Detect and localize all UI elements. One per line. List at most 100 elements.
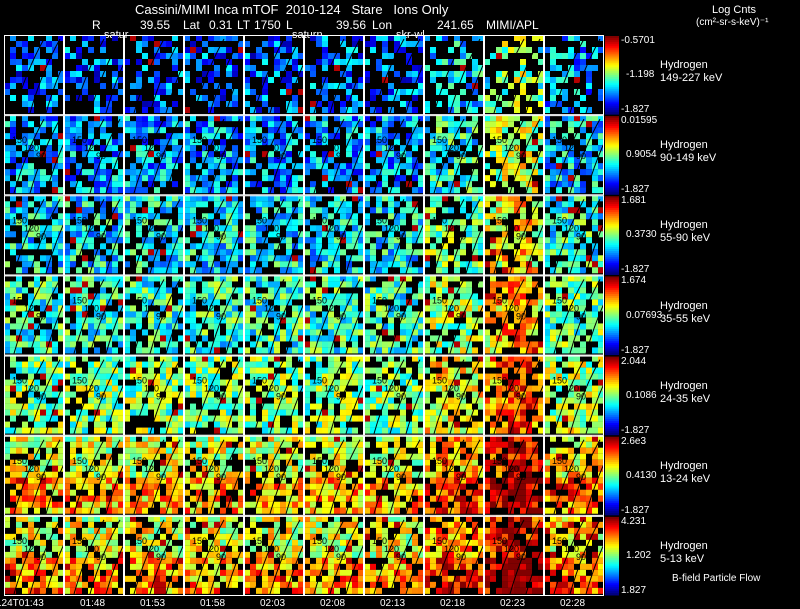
image-pixel [520,305,526,312]
image-pixel [328,83,334,89]
image-pixel [226,409,232,416]
image-pixel [412,311,418,318]
image-pixel [22,421,28,428]
ephemeris-l-label: L [286,18,293,32]
image-pixel [262,53,268,59]
image-pixel [568,243,574,250]
image-pixel [112,435,118,442]
image-pixel [10,299,16,306]
image-frame [304,195,364,276]
image-pixel [166,299,172,306]
image-pixel [22,367,28,374]
image-pixel [208,317,214,324]
image-pixel [430,243,436,250]
image-frame [424,195,484,276]
image-pixel [196,35,202,41]
image-pixel [70,341,76,348]
image-pixel [250,311,256,318]
image-pixel [214,35,220,41]
contour-label: 150 [192,295,207,305]
image-pixel [454,181,460,188]
image-pixel [232,335,238,342]
image-pixel [70,255,76,262]
image-pixel [184,281,190,288]
image-pixel [478,151,484,158]
image-pixel [160,305,166,312]
image-pixel [478,219,484,226]
image-pixel [208,341,214,348]
image-pixel [10,403,16,410]
image-pixel [148,195,154,202]
image-pixel [484,115,490,122]
image-pixel [598,35,604,41]
image-pixel [190,361,196,368]
image-pixel [58,151,64,158]
image-pixel [82,403,88,410]
image-pixel [406,139,412,146]
image-pixel [352,329,358,336]
image-pixel [142,163,148,170]
image-pixel [88,261,94,268]
image-pixel [250,367,256,374]
image-pixel [304,287,310,294]
image-pixel [514,71,520,77]
image-pixel [268,157,274,164]
image-pixel [196,293,202,300]
image-pixel [40,483,46,490]
image-grid-svg: 1501209015012090150120901501209015012090… [4,35,604,596]
image-pixel [310,225,316,232]
image-pixel [124,59,130,65]
image-pixel [250,403,256,410]
image-pixel [592,187,598,194]
image-pixel [430,379,436,386]
image-pixel [490,409,496,416]
image-pixel [490,101,496,107]
image-pixel [118,175,124,182]
image-pixel [430,175,436,182]
contour-label: 120 [84,384,99,394]
image-pixel [406,115,412,122]
image-pixel [562,213,568,220]
image-pixel [172,305,178,312]
image-pixel [502,151,508,158]
image-pixel [274,261,280,268]
image-pixel [46,367,52,374]
contour-line [13,279,45,354]
image-pixel [592,391,598,398]
image-pixel [520,347,526,354]
image-pixel [370,89,376,95]
image-pixel [490,115,496,122]
image-pixel [22,507,28,514]
image-pixel [346,175,352,182]
image-pixel [28,243,34,250]
image-pixel [346,299,352,306]
image-pixel [94,299,100,306]
image-pixel [190,287,196,294]
image-pixel [226,47,232,53]
image-pixel [406,335,412,342]
image-pixel [154,385,160,392]
image-pixel [250,329,256,336]
image-pixel [190,41,196,47]
image-pixel [100,293,106,300]
image-pixel [274,317,280,324]
image-pixel [100,275,106,282]
image-pixel [532,127,538,134]
image-pixel [10,427,16,434]
contour-label: 120 [564,384,579,394]
image-pixel [400,281,406,288]
image-pixel [226,287,232,294]
image-pixel [466,293,472,300]
image-pixel [412,121,418,128]
image-pixel [412,77,418,83]
image-pixel [268,385,274,392]
image-pixel [46,275,52,282]
image-pixel [82,201,88,208]
image-pixel [100,361,106,368]
image-pixel [430,373,436,380]
image-pixel [40,317,46,324]
image-pixel [58,391,64,398]
image-pixel [514,287,520,294]
image-pixel [412,391,418,398]
image-pixel [184,175,190,182]
